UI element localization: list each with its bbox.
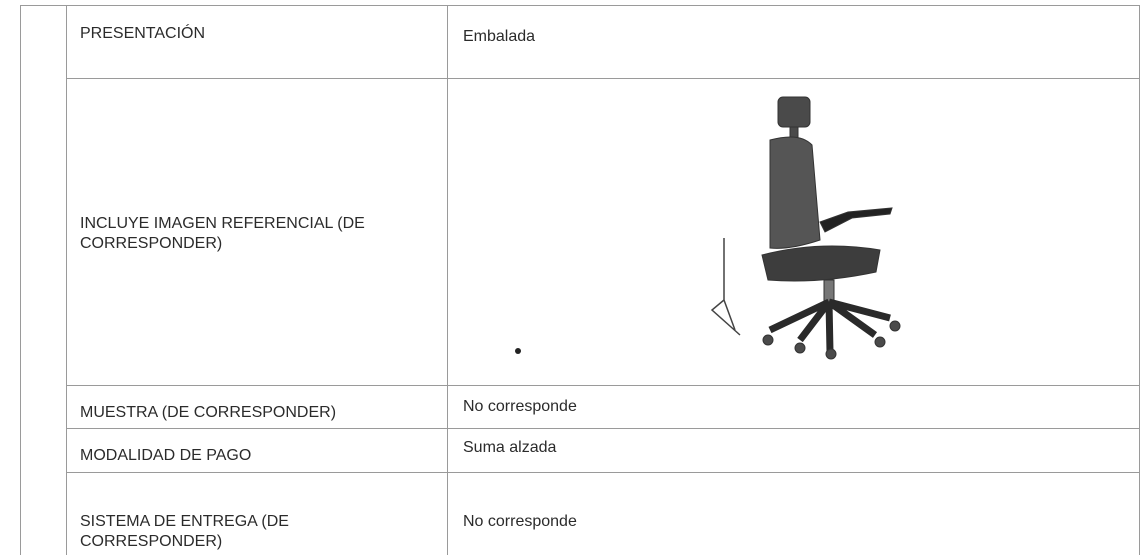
border [20, 5, 21, 555]
cell-value: Suma alzada [463, 439, 557, 456]
cell-value: No corresponde [463, 398, 577, 415]
border [20, 5, 1140, 6]
base [768, 298, 891, 353]
headrest [777, 96, 811, 128]
column-line [66, 5, 67, 555]
backrest [769, 136, 821, 249]
wheel [825, 348, 837, 360]
gas-lift [823, 279, 835, 303]
cell-label: MUESTRA (DE CORRESPONDER) [80, 404, 337, 421]
border [1139, 5, 1140, 555]
cell-label: SISTEMA DE ENTREGA (DE CORRESPONDER) [80, 513, 289, 550]
cell-label: PRESENTACIÓN [80, 25, 206, 42]
scan-artifact [515, 348, 521, 354]
row-line [66, 385, 1140, 386]
wheel [794, 342, 806, 354]
wheel [874, 336, 886, 348]
cell-value: Embalada [463, 28, 536, 45]
scan-artifact [710, 238, 741, 336]
cell-label: MODALIDAD DE PAGO [80, 447, 252, 464]
cell-value: No corresponde [463, 513, 577, 530]
column-line [447, 5, 448, 555]
wheel [762, 334, 774, 346]
seat [761, 245, 881, 282]
row-line [66, 78, 1140, 79]
row-line [66, 472, 1140, 473]
row-line [66, 428, 1140, 429]
wheel [889, 320, 901, 332]
armrest [819, 207, 893, 233]
cell-label: INCLUYE IMAGEN REFERENCIAL (DE CORRESPON… [80, 215, 365, 252]
